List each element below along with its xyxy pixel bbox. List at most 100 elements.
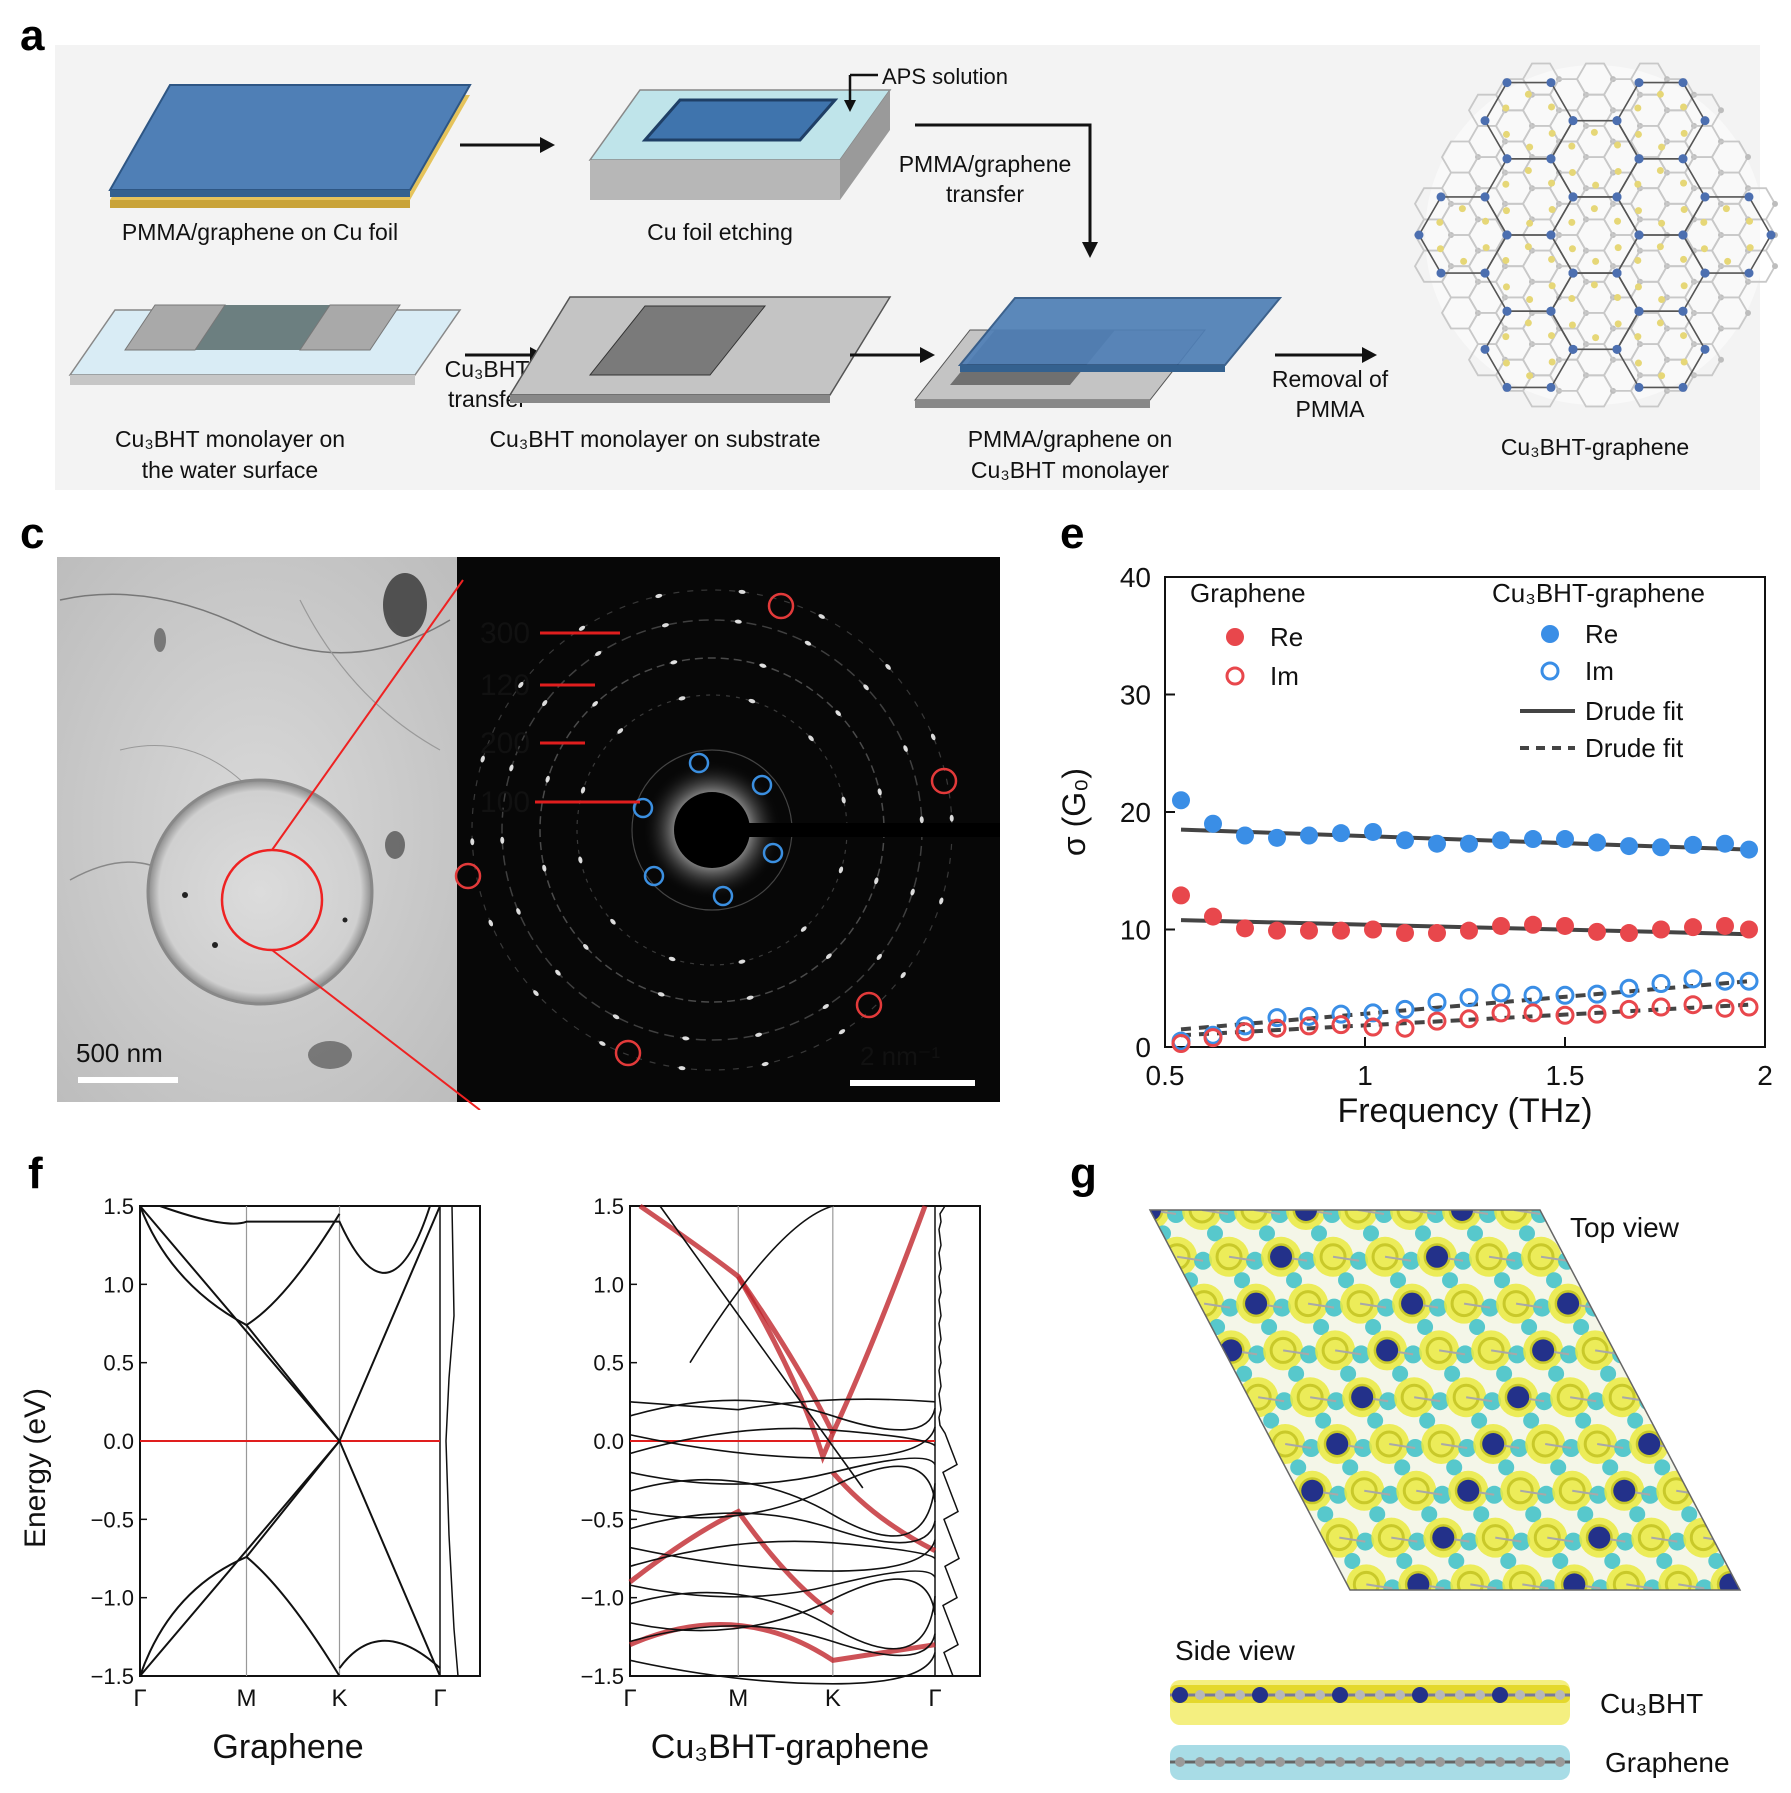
- x-tick-label: 2: [1757, 1060, 1773, 1091]
- drude-fit-line: [1180, 1002, 1750, 1038]
- data-point: [1363, 1003, 1383, 1023]
- step-stack-1: PMMA/graphene on: [968, 426, 1173, 452]
- band-line: [338, 1639, 441, 1669]
- energy-tick-label: −1.0: [581, 1586, 624, 1611]
- data-point: [1652, 838, 1670, 857]
- water-surface-illustration: [68, 304, 462, 385]
- k-point-label: Γ: [623, 1685, 636, 1712]
- ring-label-200: 200: [480, 727, 530, 760]
- x-axis-label: Frequency (THz): [1337, 1092, 1592, 1130]
- aps-solution-label: APS solution: [882, 64, 1008, 89]
- saed-scale-bar: 2 nm⁻¹: [860, 1041, 941, 1071]
- energy-tick-label: 0.5: [103, 1351, 134, 1376]
- y-tick-label: 10: [1120, 915, 1151, 946]
- panel-a-label: a: [20, 11, 45, 60]
- band-line: [629, 1426, 936, 1460]
- data-point: [1204, 907, 1222, 926]
- arrow-transfer: [915, 123, 1092, 245]
- data-point: [1268, 921, 1286, 940]
- etching-bath-illustration: [588, 89, 892, 200]
- legend-graphene-im-marker: [1225, 666, 1245, 686]
- legend-graphene-title: Graphene: [1190, 578, 1306, 608]
- data-point: [1236, 919, 1254, 938]
- data-point: [1267, 1018, 1287, 1038]
- data-point: [1364, 822, 1382, 841]
- data-point: [1236, 826, 1254, 845]
- k-point-label: K: [331, 1685, 347, 1712]
- data-point: [1299, 1016, 1319, 1036]
- legend-cu-re: Re: [1585, 619, 1618, 649]
- data-point: [1739, 971, 1759, 991]
- band-line: [629, 1578, 936, 1632]
- data-point: [1492, 916, 1510, 935]
- data-point: [1588, 833, 1606, 852]
- data-point: [1651, 974, 1671, 994]
- energy-tick-label: 0.0: [593, 1429, 624, 1454]
- panel-f-label: f: [28, 1149, 43, 1198]
- removal-label-2: PMMA: [1296, 396, 1366, 422]
- data-point: [1460, 921, 1478, 940]
- data-point: [1715, 971, 1735, 991]
- energy-tick-label: −0.5: [581, 1507, 624, 1532]
- data-point: [1428, 924, 1446, 943]
- energy-tick-label: 1.0: [593, 1272, 624, 1297]
- data-point: [1203, 1028, 1223, 1048]
- legend-cu-re-marker: [1541, 625, 1559, 643]
- y-tick-label: 0: [1135, 1032, 1151, 1063]
- pmma-cu-foil-illustration: [108, 84, 472, 208]
- band-line: [629, 1398, 936, 1411]
- data-point: [1300, 921, 1318, 940]
- transfer-label-2: transfer: [946, 181, 1024, 207]
- data-point: [1300, 826, 1318, 845]
- data-point: [1267, 1008, 1287, 1028]
- charge-density-figure: g Top view Side view Cu₃BHT Graphene: [1070, 1149, 1742, 1780]
- tem-image: 500 nm: [57, 557, 457, 1102]
- energy-tick-label: −0.5: [91, 1507, 134, 1532]
- plot-frame: [1164, 576, 1766, 1048]
- ring-label-120: 120: [480, 669, 530, 702]
- data-point: [1620, 924, 1638, 943]
- substrate-illustration: [508, 296, 892, 403]
- x-tick-label: 1: [1357, 1060, 1373, 1091]
- data-point: [1556, 916, 1574, 935]
- data-point: [1427, 992, 1447, 1012]
- data-point: [1235, 1022, 1255, 1042]
- data-point: [1739, 997, 1759, 1017]
- data-point: [1652, 920, 1670, 939]
- legend-graphene-re: Re: [1270, 622, 1303, 652]
- tem-scale-bar: 500 nm: [76, 1038, 163, 1068]
- y-tick-label: 30: [1120, 680, 1151, 711]
- data-point: [1331, 1004, 1351, 1024]
- energy-tick-label: 1.5: [103, 1194, 134, 1219]
- top-view-density: [1150, 1210, 1740, 1590]
- data-point: [1491, 1003, 1511, 1023]
- data-point: [1620, 837, 1638, 856]
- k-point-label: Γ: [928, 1685, 941, 1712]
- panel-f: f Energy (eV) Γ M K Γ 1.5 1.0 0.5 0.0 −0.5 −1.0 −1…: [0, 1140, 1060, 1793]
- legend-solid-fit: Drude fit: [1585, 696, 1684, 726]
- side-layer-cu3bht: Cu₃BHT: [1600, 1688, 1703, 1719]
- legend-graphene-im: Im: [1270, 661, 1299, 691]
- data-point: [1172, 886, 1190, 905]
- step-substrate: Cu₃BHT monolayer on substrate: [489, 426, 820, 452]
- data-point: [1428, 834, 1446, 853]
- panel-c: c 500 nm: [0, 500, 1020, 1110]
- band-line: [629, 1591, 936, 1650]
- x-tick-label: 0.5: [1146, 1060, 1185, 1091]
- band-line: [629, 1539, 936, 1572]
- data-point: [1491, 983, 1511, 1003]
- ring-label-300: 300: [480, 617, 530, 650]
- data-point: [1395, 999, 1415, 1019]
- data-point: [1588, 922, 1606, 941]
- y-axis-label: σ (G₀): [1056, 768, 1092, 856]
- panel-e-label: e: [1060, 509, 1084, 558]
- data-point: [1395, 1018, 1415, 1038]
- data-point: [1555, 985, 1575, 1005]
- f-left-title: Graphene: [212, 1728, 363, 1766]
- data-point: [1459, 1009, 1479, 1029]
- data-point: [1587, 1004, 1607, 1024]
- cu-transfer-label-1: Cu₃BHT: [445, 356, 530, 382]
- stack-illustration: [913, 297, 1283, 408]
- data-point: [1716, 916, 1734, 935]
- step-stack-2: Cu₃BHT monolayer: [971, 457, 1169, 483]
